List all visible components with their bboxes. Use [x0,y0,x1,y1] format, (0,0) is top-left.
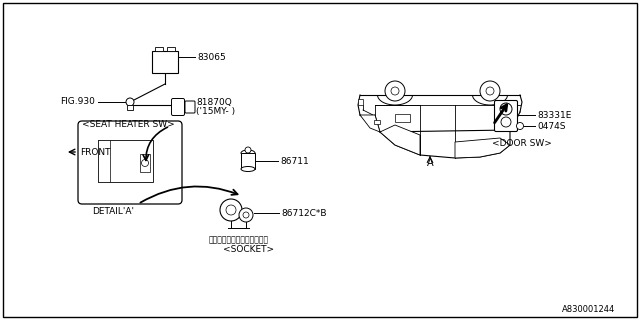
Text: コンソールアダプターコード: コンソールアダプターコード [209,236,269,244]
Text: 83331E: 83331E [537,110,572,119]
Circle shape [501,117,511,127]
Bar [140,154,150,172]
Circle shape [486,87,494,95]
FancyBboxPatch shape [172,99,184,116]
Text: 86711: 86711 [280,156,308,165]
Bar [98,140,153,182]
Circle shape [141,159,148,166]
Circle shape [226,205,236,215]
Text: 81870Q: 81870Q [196,98,232,107]
Circle shape [245,147,251,153]
Text: FRONT: FRONT [80,148,111,156]
Ellipse shape [241,150,255,156]
Circle shape [391,87,399,95]
Text: 0474S: 0474S [537,122,566,131]
Circle shape [243,212,249,218]
Text: DETAIL'A': DETAIL'A' [92,207,134,217]
FancyBboxPatch shape [495,100,518,132]
Bar [152,51,178,73]
Bar [358,99,363,105]
Bar [155,47,163,51]
Bar [374,120,380,124]
Polygon shape [455,138,510,158]
Circle shape [516,123,524,130]
Circle shape [239,208,253,222]
Text: <SEAT HEATER SW>: <SEAT HEATER SW> [82,119,175,129]
Text: A: A [427,158,433,168]
Bar [395,114,410,122]
Circle shape [385,81,405,101]
FancyBboxPatch shape [185,101,195,113]
Bar [241,153,255,169]
Circle shape [500,103,512,115]
Text: A830001244: A830001244 [562,306,615,315]
FancyBboxPatch shape [78,121,182,204]
Text: <SOCKET>: <SOCKET> [223,245,274,254]
Bar [127,105,133,110]
Bar [167,47,175,51]
Ellipse shape [241,166,255,172]
Polygon shape [360,115,380,132]
Text: FIG.930: FIG.930 [60,97,95,106]
Circle shape [480,81,500,101]
Bar [98,140,110,182]
Circle shape [220,199,242,221]
Text: <DOOR SW>: <DOOR SW> [492,139,552,148]
Text: ('15MY- ): ('15MY- ) [196,107,235,116]
Polygon shape [380,125,420,155]
Text: 83065: 83065 [197,52,226,61]
Text: 86712C*B: 86712C*B [281,209,326,218]
Circle shape [126,98,134,106]
